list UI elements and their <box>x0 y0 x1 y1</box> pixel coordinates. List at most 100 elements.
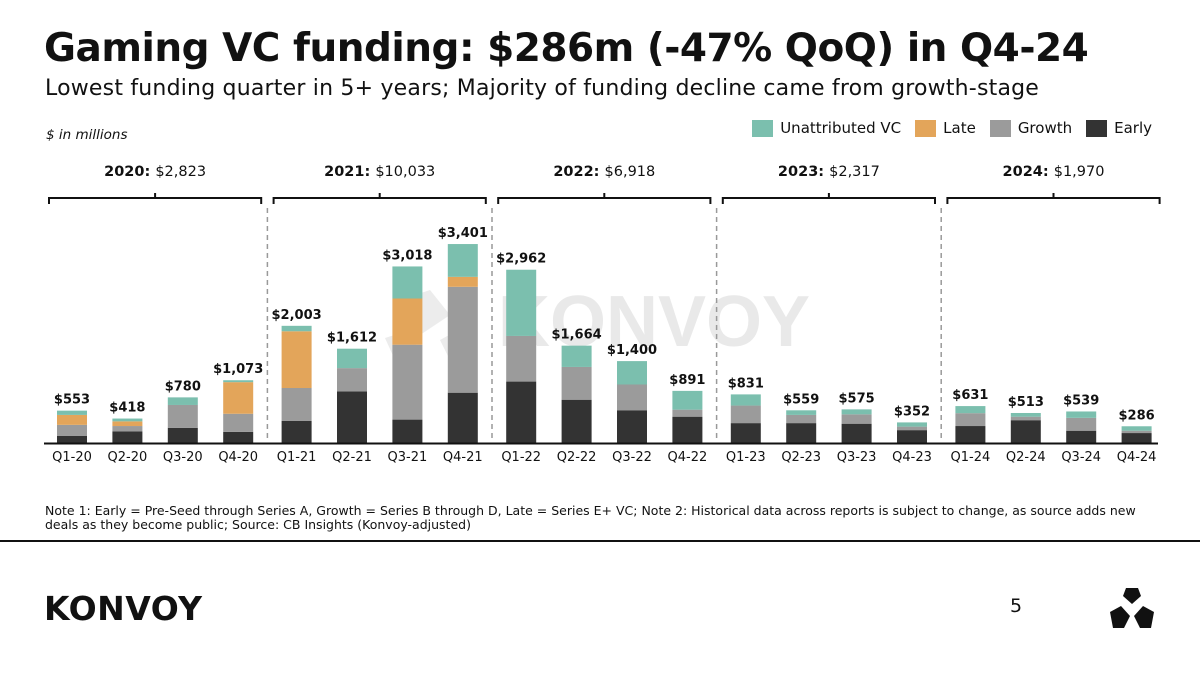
bar-unattributed-vc-q4-21 <box>447 244 478 277</box>
total-label-q4-21: $3,401 <box>438 226 488 241</box>
x-tick-q1-21: Q1-21 <box>277 450 317 465</box>
bar-unattributed-vc-q2-24 <box>1010 412 1041 417</box>
total-label-q3-21: $3,018 <box>382 248 432 263</box>
year-label-0: 2020: $2,823 <box>104 164 206 180</box>
bar-growth-q4-22 <box>672 409 703 417</box>
bar-unattributed-vc-q4-20 <box>223 380 254 383</box>
chart-legend: Unattributed VC Late Growth Early <box>738 119 1152 137</box>
bar-unattributed-vc-q2-20 <box>112 418 143 422</box>
bar-growth-q2-21 <box>337 368 367 392</box>
bar-growth-q1-21 <box>281 388 312 421</box>
bar-unattributed-vc-q3-22 <box>617 361 647 385</box>
bar-late-q2-20 <box>112 421 143 427</box>
x-tick-q1-20: Q1-20 <box>52 450 92 465</box>
bar-growth-q4-23 <box>897 426 927 431</box>
legend-item-growth: Growth <box>989 119 1073 137</box>
year-label-year-1: 2021: <box>324 164 375 180</box>
x-tick-q4-21: Q4-21 <box>443 450 483 465</box>
year-label-year-4: 2024: <box>1003 164 1054 180</box>
bar-growth-q1-20 <box>57 424 87 436</box>
bar-early-q1-24 <box>955 426 986 443</box>
year-label-total-1: $10,033 <box>375 164 435 180</box>
bar-growth-q2-23 <box>786 414 817 424</box>
legend-swatch-unattributed <box>752 119 774 137</box>
bar-unattributed-vc-q4-23 <box>897 422 927 427</box>
total-label-q3-20: $780 <box>165 379 201 394</box>
total-label-q3-22: $1,400 <box>607 343 657 358</box>
bar-growth-q3-23 <box>841 414 872 424</box>
bar-unattributed-vc-q3-20 <box>167 397 198 405</box>
konvoy-mark-icon <box>1110 588 1154 628</box>
year-bracket-1 <box>272 193 487 204</box>
year-bracket-4 <box>946 193 1161 204</box>
bar-early-q2-23 <box>786 423 817 443</box>
footnote: Note 1: Early = Pre-Seed through Series … <box>45 503 1136 532</box>
x-tick-q2-23: Q2-23 <box>781 450 821 465</box>
bar-unattributed-vc-q3-24 <box>1066 411 1097 418</box>
x-tick-q1-24: Q1-24 <box>951 450 991 465</box>
bar-growth-q2-20 <box>112 426 143 432</box>
bar-early-q1-22 <box>506 381 537 443</box>
legend-item-early: Early <box>1086 119 1152 137</box>
bar-growth-q1-24 <box>955 413 986 427</box>
year-label-year-2: 2022: <box>553 164 604 180</box>
x-tick-q2-20: Q2-20 <box>108 450 148 465</box>
year-bracket-2 <box>497 193 712 204</box>
bar-early-q3-21 <box>392 419 423 443</box>
x-tick-q4-22: Q4-22 <box>668 450 708 465</box>
year-bracket-0 <box>48 193 263 204</box>
bar-unattributed-vc-q2-23 <box>786 410 817 415</box>
bar-growth-q3-24 <box>1066 417 1097 431</box>
bar-late-q4-21 <box>447 276 478 287</box>
total-label-q1-21: $2,003 <box>272 308 322 323</box>
bar-growth-q4-21 <box>447 286 478 393</box>
bar-early-q4-23 <box>897 430 927 443</box>
footer-divider <box>0 540 1200 542</box>
year-label-year-3: 2023: <box>778 164 829 180</box>
total-label-q1-22: $2,962 <box>496 252 546 267</box>
bar-unattributed-vc-q4-24 <box>1121 426 1152 431</box>
x-axis: Q1-20 Q2-20 Q3-20 Q4-20 Q1-21 Q2-21 Q3-21 Q4-21… <box>44 442 1158 465</box>
bar-unattributed-vc-q1-21 <box>281 325 312 332</box>
legend-label-early: Early <box>1114 119 1152 137</box>
x-tick-q1-22: Q1-22 <box>501 450 541 465</box>
year-label-1: 2021: $10,033 <box>324 164 435 180</box>
bar-early-q3-24 <box>1066 430 1097 443</box>
year-label-2: 2022: $6,918 <box>553 164 655 180</box>
year-bracket-3 <box>721 193 936 204</box>
bar-early-q4-20 <box>223 431 254 443</box>
stacked-bars <box>57 244 1152 443</box>
year-label-total-3: $2,317 <box>829 164 880 180</box>
funding-chart: KONVOY 2020: $2,823 2021: $10,033 2022: $6… <box>44 164 1161 465</box>
total-label-q2-23: $559 <box>783 392 819 407</box>
bar-early-q3-23 <box>841 423 872 443</box>
total-label-q1-20: $553 <box>54 393 90 408</box>
bar-late-q1-20 <box>57 414 87 425</box>
bar-early-q1-21 <box>281 420 312 443</box>
total-label-q2-20: $418 <box>109 401 145 416</box>
total-label-q1-24: $631 <box>952 388 988 403</box>
bar-early-q3-20 <box>167 427 198 443</box>
year-label-3: 2023: $2,317 <box>778 164 880 180</box>
legend-label-growth: Growth <box>1017 119 1073 137</box>
bar-early-q4-24 <box>1121 433 1152 443</box>
bar-growth-q1-22 <box>506 335 537 382</box>
bar-unattributed-vc-q1-22 <box>506 269 537 336</box>
bar-growth-q4-24 <box>1121 430 1152 434</box>
legend-label-late: Late <box>943 119 976 137</box>
year-label-total-0: $2,823 <box>155 164 206 180</box>
bar-early-q4-22 <box>672 416 703 443</box>
bar-unattributed-vc-q3-21 <box>392 266 423 299</box>
total-label-q2-22: $1,664 <box>552 328 602 343</box>
bar-early-q2-24 <box>1010 420 1041 443</box>
bar-growth-q3-21 <box>392 344 423 420</box>
x-tick-q1-23: Q1-23 <box>726 450 766 465</box>
bar-unattributed-vc-q2-22 <box>561 345 592 367</box>
total-labels: $553 $418 $780 $1,073 $2,003 $1,612 $3,018 $3,4… <box>54 226 1155 423</box>
slide-subtitle: Lowest funding quarter in 5+ years; Majo… <box>45 76 1040 101</box>
bar-unattributed-vc-q2-21 <box>337 348 367 369</box>
bar-early-q2-20 <box>112 431 143 443</box>
total-label-q4-23: $352 <box>894 404 930 419</box>
bar-late-q3-21 <box>392 298 423 345</box>
year-label-year-0: 2020: <box>104 164 155 180</box>
